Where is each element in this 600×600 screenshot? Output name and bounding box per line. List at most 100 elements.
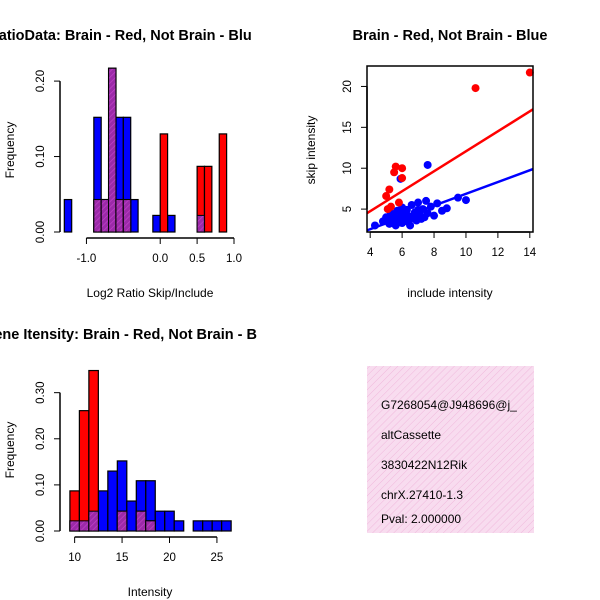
intensity-xlabel: Intensity [128, 585, 173, 599]
ratio-ylabel: Frequency [3, 122, 17, 179]
intensity-bar-not-brain [126, 500, 137, 532]
ratio-bar-brain [218, 133, 228, 233]
ratio-bar-overlap [108, 67, 117, 233]
info-gene: 3830422N12Rik [381, 458, 468, 472]
scatter-point-brain [471, 84, 480, 93]
ratio-y-tick-label: 0.10 [35, 145, 47, 167]
intensity-bar-overlap [88, 510, 99, 532]
info-event-type: altCassette [381, 428, 441, 442]
scatter-point-not-brain [414, 198, 423, 207]
scatter-x-tick-label: 10 [460, 247, 473, 259]
info-panel: G7268054@J948696@j_ altCassette 3830422N… [367, 366, 534, 533]
intensity-bar-not-brain [154, 510, 166, 532]
intensity-bar-not-brain [211, 520, 223, 532]
intensity-bar-not-brain [97, 490, 109, 532]
intensity-bar-not-brain [173, 520, 185, 532]
scatter-point-brain [391, 162, 400, 171]
scatter-point-not-brain [406, 221, 415, 230]
scatter-point-not-brain [407, 201, 416, 210]
scatter-x-tick-label: 6 [399, 247, 405, 259]
ratio-bar-not-brain [152, 214, 161, 233]
scatter-y-tick-label: 15 [342, 121, 354, 134]
scatter-x-tick-label: 8 [431, 247, 437, 259]
intensity-axes: 10 15 20 25 0.00 0.10 0.20 0.30 [35, 381, 223, 564]
intensity-bar-overlap [145, 520, 156, 532]
scatter-y-tick-label: 20 [342, 80, 354, 93]
intensity-bar-overlap [116, 510, 128, 532]
intensity-bar-not-brain [202, 520, 213, 532]
ratio-bar-overlap [115, 199, 124, 233]
ratio-x-tick-label: 0.5 [189, 253, 205, 265]
ratio-bar-overlap [196, 214, 205, 233]
scatter-point-not-brain [423, 209, 432, 218]
ratio-bar-not-brain [167, 214, 176, 233]
scatter-fit-line-not-brain [366, 167, 534, 232]
intensity-x-tick-label: 25 [211, 552, 224, 564]
scatter-plot-area [366, 68, 534, 232]
scatter-point-brain [382, 192, 391, 201]
intensity-bar-not-brain [192, 520, 204, 532]
info-background [367, 366, 534, 533]
info-id: G7268054@J948696@j_ [381, 398, 517, 412]
ratio-bar-overlap [93, 199, 102, 233]
intensity-bar-brain [78, 410, 90, 532]
scatter-point-brain [525, 68, 534, 77]
ratio-bar-overlap [122, 199, 132, 233]
ratio-title: RatioData: Brain - Red, Not Brain - Blu [0, 28, 252, 44]
ratio-x-tick-label: -1.0 [77, 253, 97, 265]
intensity-x-tick-label: 20 [163, 552, 176, 564]
intensity-bar-brain [88, 369, 99, 532]
scatter-point-brain [383, 205, 392, 214]
intensity-y-tick-label: 0.00 [35, 520, 47, 542]
ratio-xlabel: Log2 Ratio Skip/Include [87, 286, 214, 300]
intensity-bar-overlap [69, 520, 80, 532]
intensity-y-tick-label: 0.10 [35, 474, 47, 496]
scatter-point-not-brain [442, 204, 451, 213]
scatter-point-not-brain [461, 196, 470, 205]
intensity-title: Gene Itensity: Brain - Red, Not Brain - … [0, 327, 257, 343]
intensity-ylabel: Frequency [3, 422, 17, 479]
scatter-xlabel: include intensity [407, 286, 492, 300]
ratio-histogram: RatioData: Brain - Red, Not Brain - Blu … [0, 28, 252, 300]
ratio-axes: -1.0 0.0 0.5 1.0 0.00 0.10 0.20 [35, 70, 242, 265]
intensity-x-tick-label: 10 [68, 552, 81, 564]
scatter-title: Brain - Red, Not Brain - Blue [353, 28, 548, 44]
intensity-y-tick-label: 0.20 [35, 428, 47, 450]
scatter-x-tick-label: 14 [523, 247, 536, 259]
info-location: chrX.27410-1.3 [381, 488, 463, 502]
intensity-scatter: Brain - Red, Not Brain - Blue include in… [304, 28, 547, 300]
scatter-x-tick-label: 4 [367, 247, 374, 259]
scatter-point-brain [385, 185, 394, 194]
scatter-point-not-brain [402, 205, 411, 214]
intensity-histogram: Gene Itensity: Brain - Red, Not Brain - … [0, 327, 257, 599]
scatter-point-not-brain [430, 211, 439, 220]
scatter-x-tick-label: 12 [491, 247, 504, 259]
ratio-x-tick-label: 0.0 [152, 253, 168, 265]
ratio-bar-overlap [100, 199, 110, 233]
intensity-bar-not-brain [107, 470, 118, 532]
scatter-axes: 4 6 8 10 12 14 5 10 15 20 [342, 65, 537, 259]
ratio-y-tick-label: 0.20 [35, 70, 47, 92]
ratio-bar-not-brain [63, 198, 73, 233]
scatter-point-brain [394, 198, 403, 207]
scatter-point-brain [398, 174, 407, 183]
ratio-bar-not-brain [130, 198, 139, 233]
ratio-x-tick-label: 1.0 [226, 253, 242, 265]
intensity-y-tick-label: 0.30 [35, 381, 47, 403]
ratio-bar-brain [159, 133, 169, 233]
scatter-y-tick-label: 5 [342, 206, 354, 212]
scatter-ylabel: skip intensity [304, 116, 318, 185]
ratio-y-tick-label: 0.00 [35, 221, 47, 243]
info-pval: Pval: 2.000000 [381, 512, 461, 526]
ratio-bar-brain [203, 165, 213, 233]
scatter-y-tick-label: 10 [342, 162, 354, 175]
scatter-fit-line-brain [366, 108, 534, 215]
scatter-point-not-brain [423, 160, 432, 169]
scatter-point-not-brain [422, 196, 431, 205]
scatter-point-brain [398, 164, 407, 173]
intensity-bar-overlap [78, 520, 90, 532]
intensity-bar-overlap [135, 510, 147, 532]
intensity-bar-not-brain [221, 520, 232, 532]
ratio-bars [63, 67, 228, 233]
